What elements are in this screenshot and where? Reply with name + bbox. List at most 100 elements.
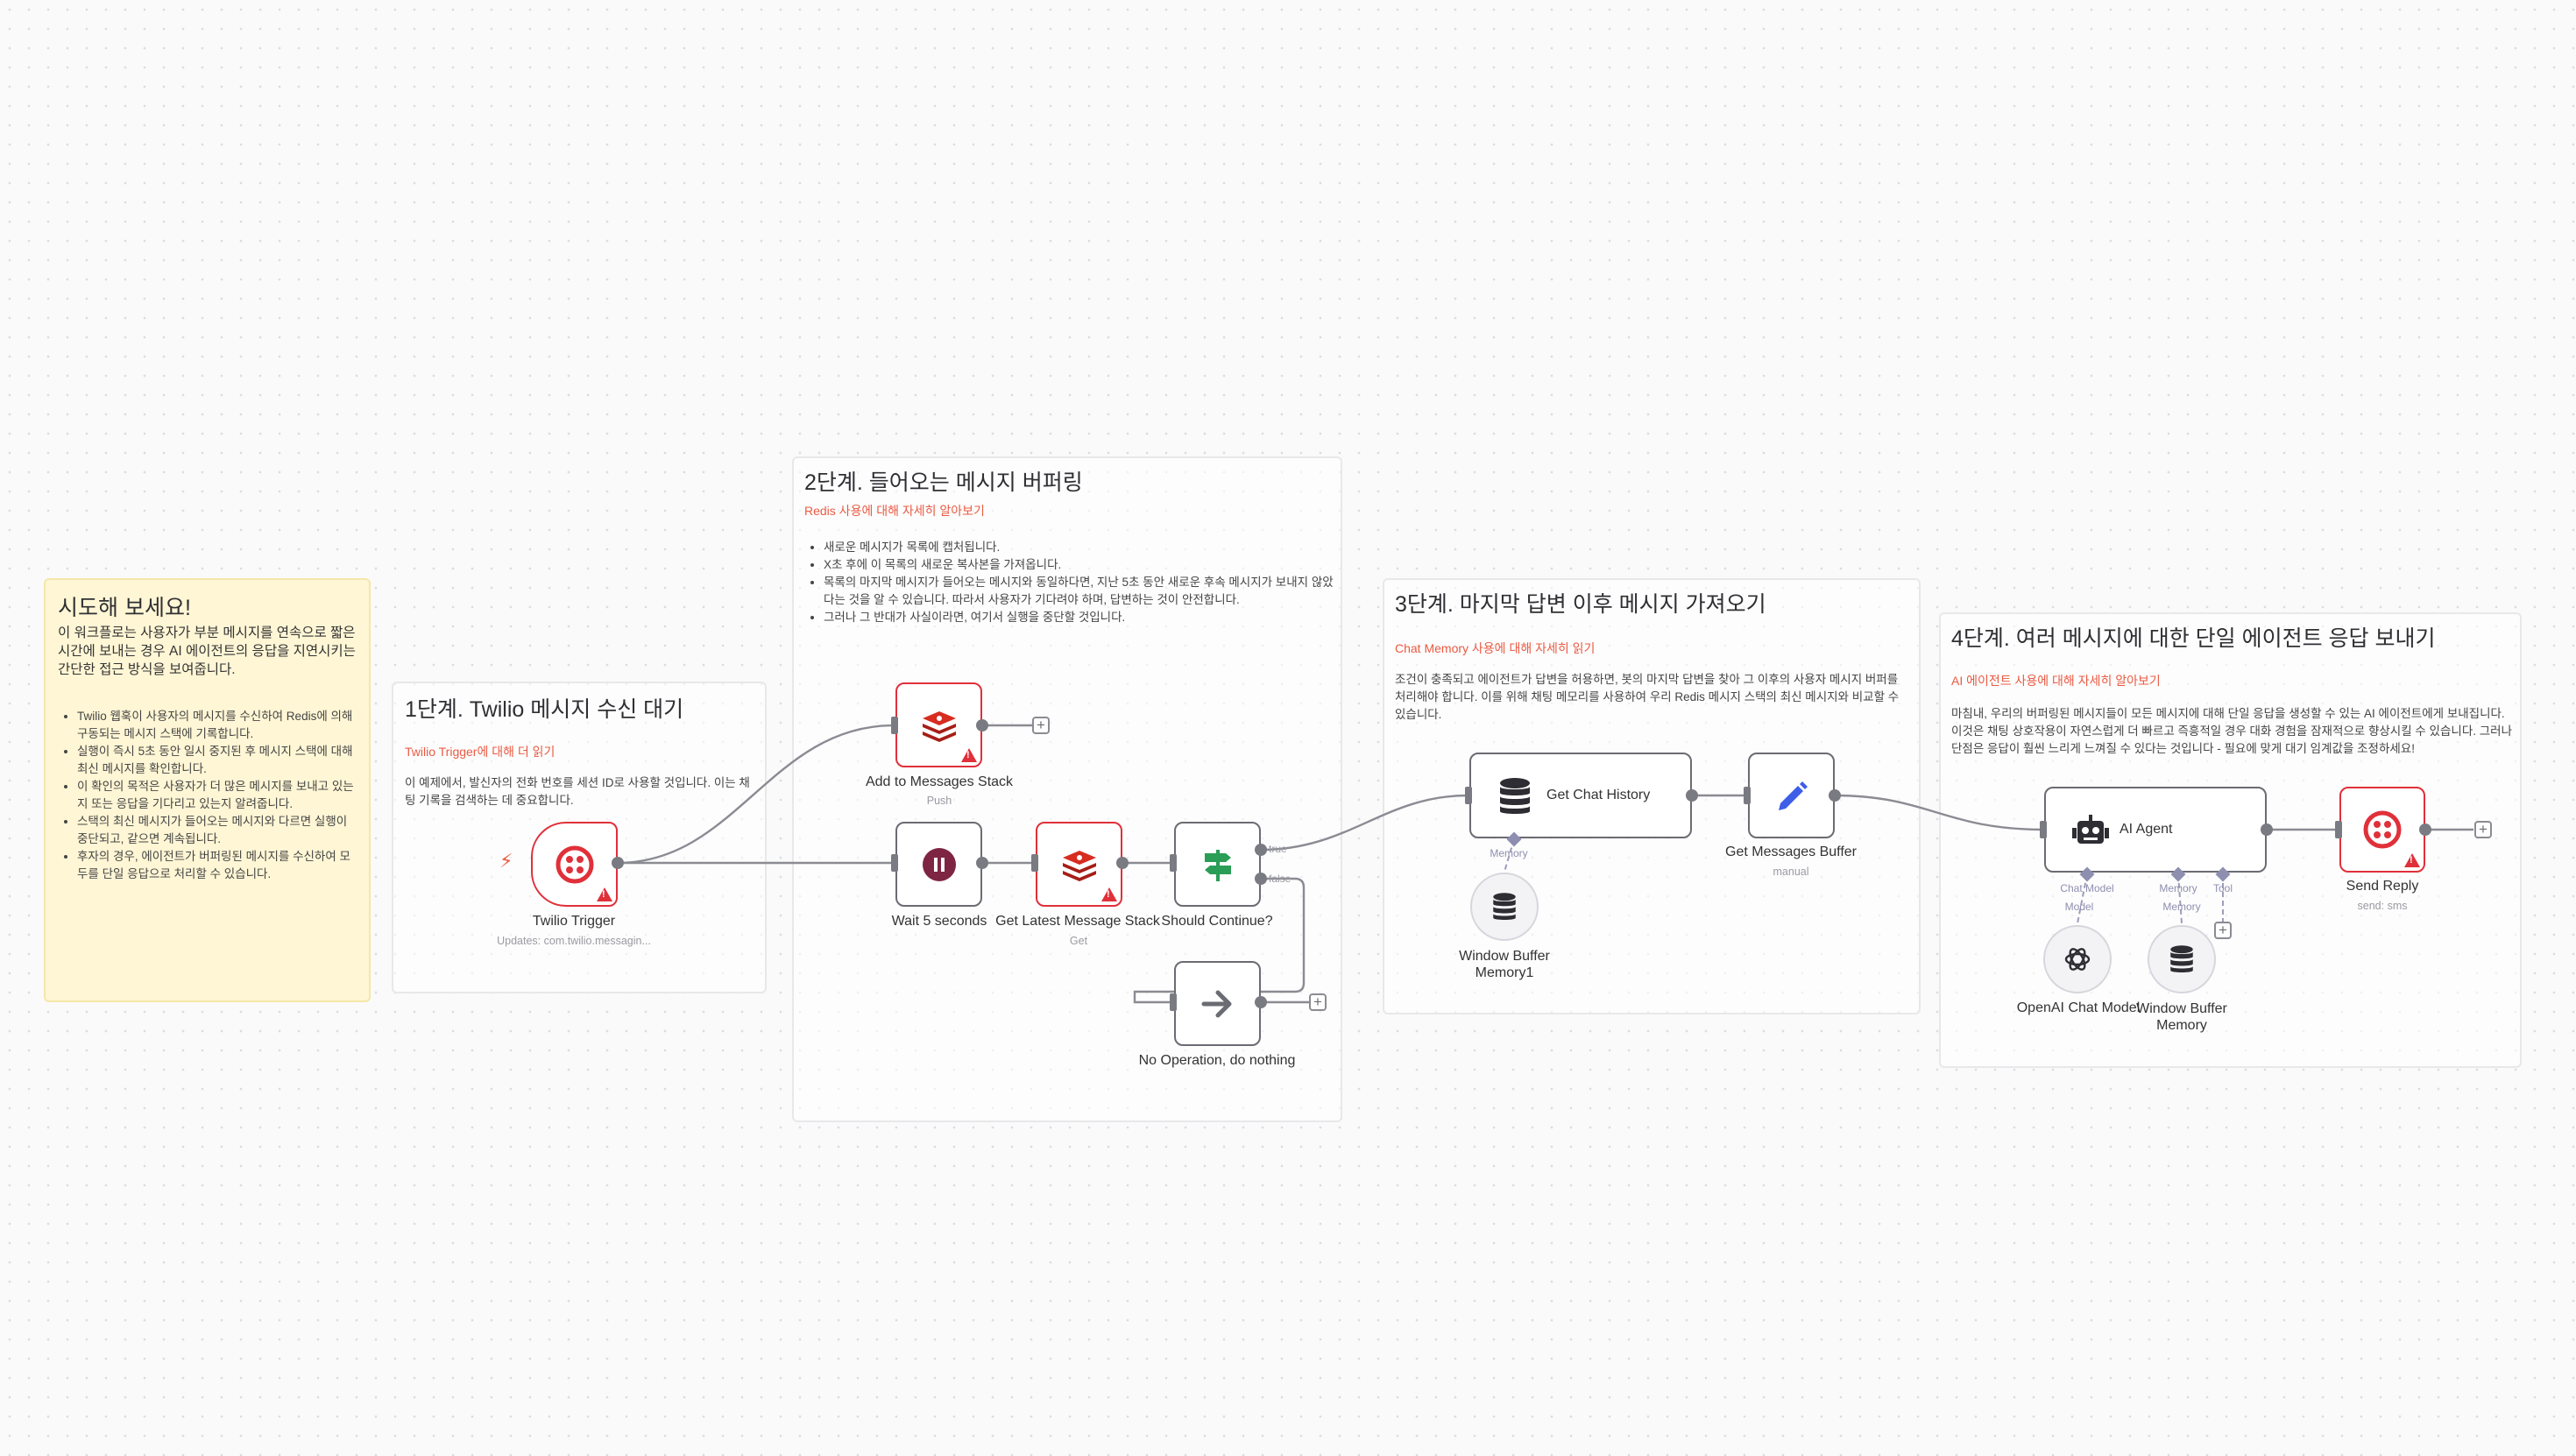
node-should-continue[interactable]: [1174, 822, 1261, 907]
warning-icon: !: [2404, 853, 2420, 867]
trigger-bolt-icon: ⚡: [499, 850, 513, 872]
twilio-icon: [556, 845, 594, 884]
list-item: 목록의 마지막 메시지가 들어오는 메시지와 동일하다면, 지난 5초 동안 새…: [824, 574, 1341, 609]
wire-memory1-to-history: [1504, 838, 1515, 873]
add-tool-plus-icon[interactable]: +: [2214, 922, 2232, 939]
sub-node-type-label: Model: [2064, 901, 2094, 913]
input-port[interactable]: [2335, 821, 2342, 838]
output-port[interactable]: [1829, 789, 1841, 802]
add-node-plus-icon[interactable]: +: [1309, 993, 1327, 1011]
sticky-title: 4단계. 여러 메시지에 대한 단일 에이전트 응답 보내기: [1951, 626, 2436, 651]
sticky-link[interactable]: Twilio Trigger에 대해 더 읽기: [405, 745, 556, 759]
node-window-buffer-memory[interactable]: [2148, 925, 2216, 993]
input-port[interactable]: [2040, 821, 2047, 838]
database-icon: [1491, 892, 1518, 922]
node-label-line: Memory: [2156, 1018, 2207, 1033]
sticky-title: 1단계. Twilio 메시지 수신 대기: [405, 697, 684, 722]
node-subtitle: manual: [1773, 866, 1809, 878]
node-add-to-messages-stack[interactable]: !: [895, 682, 982, 767]
wire-trigger-to-add: [617, 724, 895, 865]
node-label: Add to Messages Stack: [865, 774, 1014, 789]
warning-icon: !: [1101, 887, 1117, 901]
node-window-buffer-memory1[interactable]: [1470, 873, 1539, 941]
node-label: Send Reply: [2346, 879, 2419, 894]
add-node-plus-icon[interactable]: +: [2474, 821, 2492, 838]
list-item: X초 후에 이 목록의 새로운 복사본을 가져옵니다.: [824, 556, 1341, 574]
redis-icon: [919, 708, 959, 743]
output-port[interactable]: [1255, 996, 1267, 1008]
node-label: AI Agent: [2120, 822, 2173, 837]
sticky-text: 조건이 충족되고 에이전트가 답변을 허용하면, 봇의 마지막 답변을 찾아 그…: [1395, 673, 1900, 721]
wire-buffer-to-agent: [1834, 794, 2044, 831]
node-subtitle: send: sms: [2357, 900, 2408, 912]
pencil-icon: [1773, 777, 1810, 814]
input-port[interactable]: [1465, 787, 1472, 804]
list-item: 실행이 즉시 5초 동안 일시 중지된 후 메시지 스택에 대해 최신 메시지를…: [77, 743, 357, 778]
sticky-bullets: 새로운 메시지가 목록에 캡처됩니다. X초 후에 이 목록의 새로운 복사본을…: [804, 539, 1341, 626]
true-output-port[interactable]: [1255, 844, 1267, 856]
output-port[interactable]: [976, 857, 988, 869]
port-label-memory: Memory: [2159, 882, 2197, 894]
database-icon: [1497, 777, 1532, 820]
sticky-title: 시도해 보세요!: [58, 596, 191, 620]
port-label-tool: Tool: [2212, 882, 2233, 894]
node-label-line: Memory1: [1475, 965, 1534, 980]
wire-false-to-noop: [1133, 877, 1306, 1004]
input-port[interactable]: [1170, 993, 1177, 1011]
arrow-right-icon: [1200, 988, 1235, 1020]
input-port[interactable]: [1744, 787, 1751, 804]
node-get-messages-buffer[interactable]: [1748, 753, 1835, 838]
list-item: 후자의 경우, 에이전트가 버퍼링된 메시지를 수신하여 모두를 단일 응답으로…: [77, 848, 357, 883]
node-twilio-trigger[interactable]: !: [531, 822, 618, 907]
port-label-memory: Memory: [1490, 847, 1528, 859]
port-label-chat-model: Chat Model: [2060, 882, 2114, 894]
sticky-step2[interactable]: 2단계. 들어오는 메시지 버퍼링 Redis 사용에 대해 자세히 알아보기 …: [792, 456, 1342, 1122]
output-port[interactable]: [976, 719, 988, 732]
wire-true-to-history: [1260, 794, 1468, 852]
node-wait-5-seconds[interactable]: [895, 822, 982, 907]
input-port[interactable]: [1031, 854, 1038, 872]
output-port[interactable]: [1116, 857, 1129, 869]
node-ai-agent[interactable]: AI Agent: [2044, 787, 2267, 873]
node-label: Wait 5 seconds: [891, 914, 987, 929]
warning-icon: !: [961, 748, 977, 762]
node-get-chat-history[interactable]: Get Chat History: [1469, 753, 1692, 838]
branch-label-true: true: [1269, 843, 1287, 855]
list-item: 그러나 그 반대가 사실이라면, 여기서 실행을 중단할 것입니다.: [824, 609, 1341, 626]
input-port[interactable]: [1170, 854, 1177, 872]
sticky-link[interactable]: Redis 사용에 대해 자세히 알아보기: [804, 504, 985, 518]
node-label: Get Messages Buffer: [1725, 845, 1857, 859]
add-node-plus-icon[interactable]: +: [1032, 717, 1050, 734]
node-label: Should Continue?: [1161, 914, 1273, 929]
node-get-latest-message-stack[interactable]: !: [1036, 822, 1122, 907]
openai-icon: [2063, 945, 2091, 973]
sticky-link[interactable]: Chat Memory 사용에 대해 자세히 읽기: [1395, 641, 1596, 655]
node-label: OpenAI Chat Model: [2016, 1000, 2141, 1015]
node-no-operation[interactable]: [1174, 961, 1261, 1046]
sticky-title: 2단계. 들어오는 메시지 버퍼링: [804, 470, 1083, 495]
input-port[interactable]: [891, 717, 898, 734]
node-label: Window Buffer Memory: [2136, 1000, 2227, 1034]
node-label: Get Latest Message Stack: [995, 914, 1160, 929]
output-port[interactable]: [1686, 789, 1698, 802]
signpost-icon: [1200, 846, 1236, 883]
sticky-intro: 이 워크플로는 사용자가 부분 메시지를 연속으로 짧은 시간에 보내는 경우 …: [58, 626, 356, 677]
node-subtitle: Push: [926, 795, 952, 807]
node-send-reply[interactable]: !: [2339, 787, 2425, 873]
pause-icon: [922, 847, 957, 882]
sticky-link[interactable]: AI 에이전트 사용에 대해 자세히 알아보기: [1951, 674, 2161, 688]
input-port[interactable]: [891, 854, 898, 872]
output-port[interactable]: [2419, 823, 2431, 836]
sticky-title: 3단계. 마지막 답변 이후 메시지 가져오기: [1395, 592, 1766, 617]
sticky-try-it[interactable]: 시도해 보세요! 이 워크플로는 사용자가 부분 메시지를 연속으로 짧은 시간…: [44, 578, 371, 1002]
node-label: No Operation, do nothing: [1138, 1053, 1296, 1068]
database-icon: [2169, 944, 2195, 974]
output-port[interactable]: [612, 857, 624, 869]
node-label-line: Window Buffer: [1459, 949, 1550, 964]
list-item: 이 확인의 목적은 사용자가 더 많은 메시지를 보내고 있는지 또는 응답을 …: [77, 778, 357, 813]
node-openai-chat-model[interactable]: [2043, 925, 2112, 993]
redis-icon: [1059, 847, 1100, 882]
false-output-port[interactable]: [1255, 873, 1267, 885]
output-port[interactable]: [2261, 823, 2273, 836]
